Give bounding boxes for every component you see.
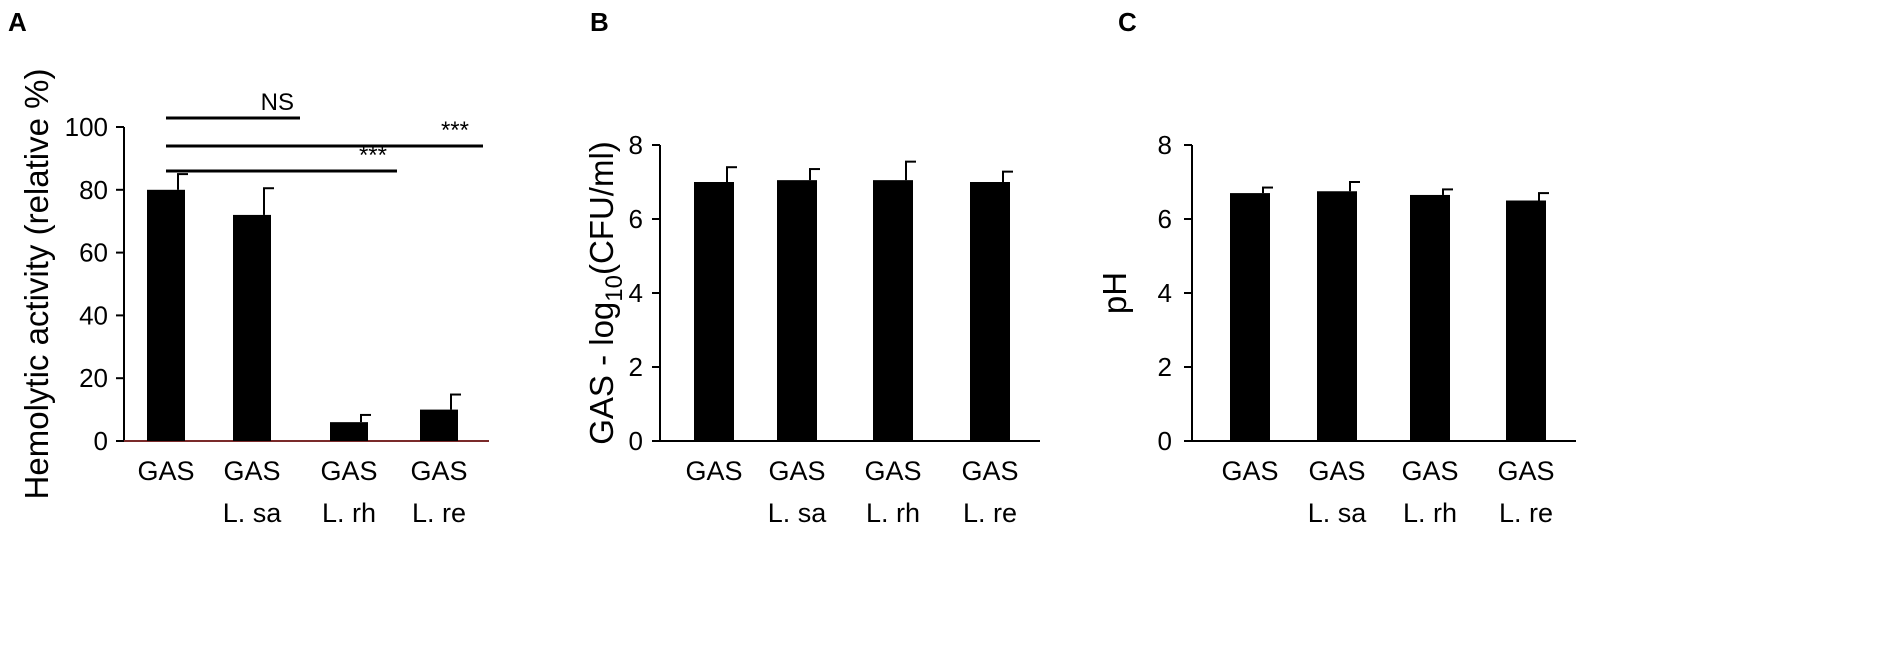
panel-label: A (8, 7, 27, 37)
y-tick-label: 6 (629, 204, 643, 234)
y-tick-label: 0 (94, 426, 108, 456)
y-tick-label: 40 (79, 300, 108, 330)
panel-label: B (590, 7, 609, 37)
x-category-label: L. sa (768, 498, 828, 528)
x-category-label: GAS (320, 456, 377, 486)
bar (777, 180, 817, 441)
chart-panel-c: C 0 2 4 6 8 GAS GAS L. sa GAS L. rh GAS L. re pH (1096, 7, 1576, 528)
x-category-label: GAS (768, 456, 825, 486)
y-tick-label: 6 (1158, 204, 1172, 234)
y-tick-label: 60 (79, 238, 108, 268)
x-category-label: L. sa (1308, 498, 1368, 528)
bar (873, 180, 913, 441)
y-axis-label-subscript: 10 (601, 275, 628, 302)
bar (1410, 194, 1450, 441)
x-category-label: GAS (137, 456, 194, 486)
x-category-label: GAS (961, 456, 1018, 486)
bar (1230, 193, 1270, 441)
y-axis-label-unit: (CFU/ml) (583, 141, 620, 275)
significance-label: *** (441, 117, 469, 144)
bar (147, 189, 185, 441)
bar (1506, 200, 1546, 441)
y-tick-label: 4 (629, 278, 643, 308)
x-category-label: L. rh (1403, 498, 1457, 528)
chart-panel-a: A 0 20 40 60 80 100 GAS GAS L. sa GAS L. rh GAS L. re… (8, 7, 489, 528)
y-tick-label: 80 (79, 175, 108, 205)
y-tick-label: 100 (65, 112, 108, 142)
x-category-label: GAS (223, 456, 280, 486)
x-category-label: GAS (1497, 456, 1554, 486)
chart-panel-b: B 0 2 4 6 8 GAS GAS L. sa GAS L. rh GAS L. re GAS - l… (583, 7, 1040, 528)
x-category-label: GAS (1401, 456, 1458, 486)
y-axis-label: GAS - log10(CFU/ml) (583, 141, 628, 445)
significance-label: NS (261, 89, 294, 116)
bar (1317, 191, 1357, 441)
bar (970, 182, 1010, 441)
y-tick-label: 20 (79, 363, 108, 393)
y-tick-label: 4 (1158, 278, 1172, 308)
x-category-label: L. re (412, 498, 466, 528)
x-category-label: GAS (410, 456, 467, 486)
x-category-label: L. re (1499, 498, 1553, 528)
y-tick-label: 8 (1158, 130, 1172, 160)
bar (330, 422, 368, 441)
y-axis-label: Hemolytic activity (relative %) (18, 69, 55, 500)
y-tick-label: 0 (629, 426, 643, 456)
y-axis-label: pH (1096, 272, 1133, 314)
x-category-label: L. re (963, 498, 1017, 528)
x-category-label: L. sa (223, 498, 283, 528)
bar (233, 214, 271, 441)
x-category-label: GAS (864, 456, 921, 486)
x-category-label: L. rh (866, 498, 920, 528)
x-category-label: GAS (685, 456, 742, 486)
significance-label: *** (359, 142, 387, 169)
x-category-label: GAS (1308, 456, 1365, 486)
y-axis-label-main: GAS - log (583, 302, 620, 445)
y-tick-label: 8 (629, 130, 643, 160)
y-tick-label: 0 (1158, 426, 1172, 456)
x-category-label: L. rh (322, 498, 376, 528)
y-tick-label: 2 (1158, 352, 1172, 382)
x-category-label: GAS (1221, 456, 1278, 486)
bar (420, 409, 458, 441)
bar (694, 182, 734, 441)
y-tick-label: 2 (629, 352, 643, 382)
panel-label: C (1118, 7, 1137, 37)
